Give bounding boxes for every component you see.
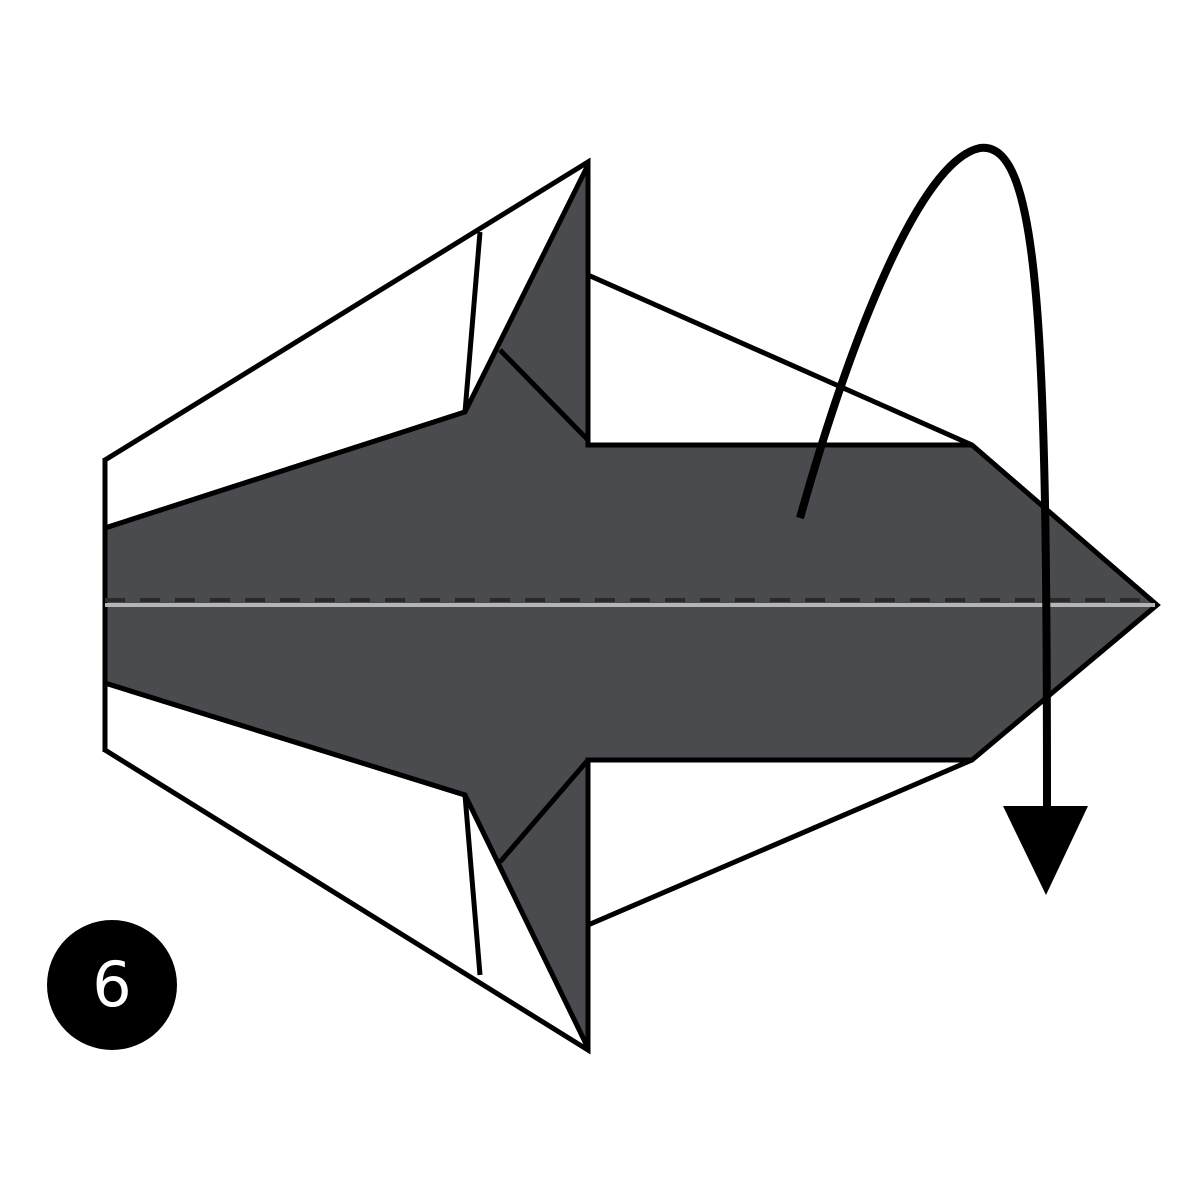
- step-number-badge: 6: [47, 920, 177, 1050]
- upper-flap-crease: [462, 231, 483, 413]
- lower-flap-crease: [462, 794, 483, 976]
- curved-fold-arrow-icon: [796, 143, 1051, 809]
- upper-fin-crease: [498, 348, 590, 442]
- upper-right-flap: [585, 271, 974, 448]
- lower-fin-crease: [498, 758, 590, 864]
- fold-arrow-head-icon: [1003, 806, 1088, 895]
- lower-right-flap: [585, 757, 973, 929]
- step-number: 6: [92, 948, 132, 1021]
